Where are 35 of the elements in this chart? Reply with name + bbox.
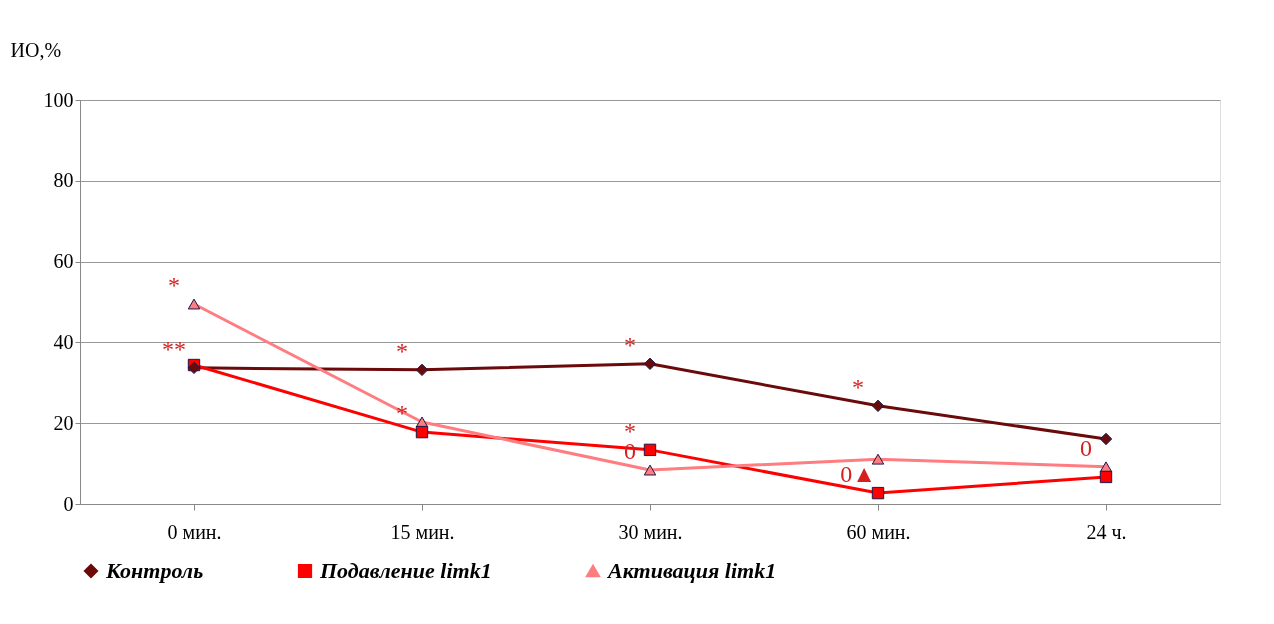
point <box>643 357 657 371</box>
point <box>871 399 885 413</box>
y-axis-title: ИО,% <box>10 38 62 61</box>
legend-label: Активация limk1 <box>606 558 777 583</box>
point <box>871 486 885 500</box>
annotation: 0▲ <box>840 461 876 488</box>
annotation: ** <box>162 335 186 362</box>
annotation: * <box>852 373 864 400</box>
annotation: * <box>396 400 408 427</box>
y-tick-label: 80 <box>53 169 74 192</box>
point <box>187 298 201 310</box>
y-tick-label: 60 <box>53 250 74 273</box>
x-tick-label: 24 ч. <box>1086 520 1127 543</box>
point <box>415 425 429 439</box>
x-tick-label: 30 мин. <box>618 520 683 543</box>
annotation: * <box>396 337 408 364</box>
y-tick-label: 20 <box>53 411 74 434</box>
legend-label: Подавление limk1 <box>319 558 492 583</box>
y-tick-label: 100 <box>43 88 74 111</box>
annotation: * <box>624 417 636 444</box>
annotation: * <box>624 331 636 358</box>
point <box>643 443 657 457</box>
x-tick-label: 60 мин. <box>846 520 911 543</box>
point <box>643 464 657 476</box>
annotation: 0 <box>1080 434 1092 461</box>
legend-label: Контроль <box>105 558 204 583</box>
point <box>415 363 429 377</box>
y-tick-label: 40 <box>53 330 74 353</box>
point <box>1099 470 1113 484</box>
x-tick-label: 0 мин. <box>167 520 222 543</box>
y-tick-label: 0 <box>63 492 74 515</box>
annotation: * <box>168 272 180 299</box>
point <box>871 453 885 465</box>
x-tick-label: 15 мин. <box>390 520 455 543</box>
point <box>1099 432 1113 446</box>
